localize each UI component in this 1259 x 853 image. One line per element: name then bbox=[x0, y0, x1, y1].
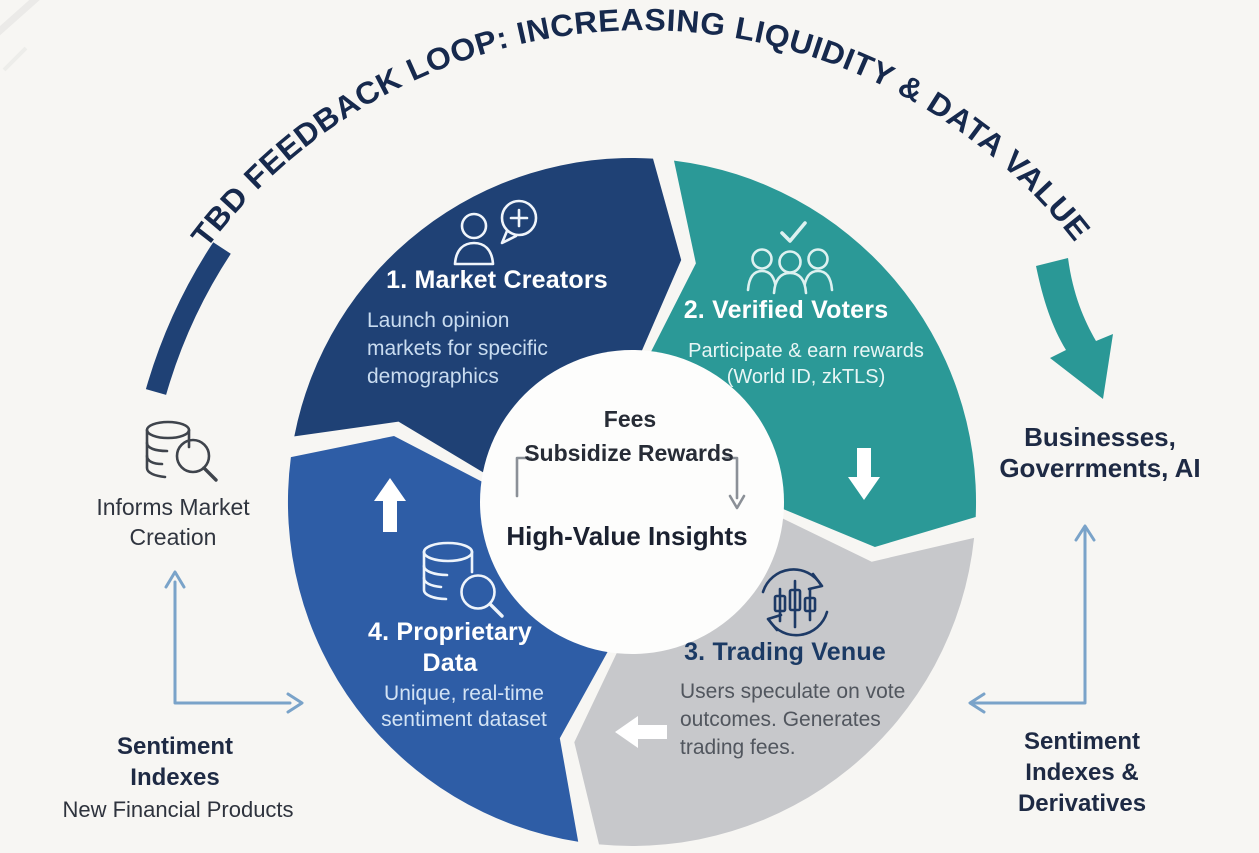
database-search-icon bbox=[422, 541, 504, 618]
segment-trading-venue bbox=[574, 517, 975, 846]
annotation-arrows bbox=[164, 524, 1096, 714]
desc-line: (World ID, zkTLS) bbox=[726, 366, 886, 388]
label-line: Informs Market bbox=[96, 494, 250, 520]
desc-line: markets for specific bbox=[367, 337, 548, 360]
bracket-down-arrowhead-icon bbox=[728, 494, 746, 510]
new-financial-products-label: New Financial Products bbox=[62, 797, 294, 822]
desc-line: Participate & earn rewards bbox=[688, 340, 924, 362]
loop-segments bbox=[287, 157, 977, 846]
title-line: Data bbox=[422, 649, 478, 677]
hub-insights-label: High-Value Insights bbox=[506, 521, 748, 551]
left-elbow-arrow bbox=[173, 580, 292, 705]
bracket-left bbox=[515, 456, 533, 498]
title-line: 4. Proprietary bbox=[368, 618, 532, 646]
sentiment-indexes-right-label: Sentiment Indexes & Derivatives bbox=[1018, 726, 1146, 819]
trading-venue-title: 3. Trading Venue bbox=[684, 638, 886, 666]
right-elbow-arrow bbox=[970, 526, 1087, 705]
person-add-speech-icon bbox=[453, 199, 538, 266]
market-creators-desc: Launch opinion markets for specific demo… bbox=[367, 307, 548, 391]
proprietary-data-desc: Unique, real-time sentiment dataset bbox=[381, 681, 547, 733]
people-group-check-icon bbox=[746, 221, 834, 295]
right-elbow-up-arrowhead-icon bbox=[1074, 524, 1096, 542]
segment-verified-voters bbox=[650, 160, 977, 547]
label-line: Businesses, bbox=[1024, 422, 1176, 452]
desc-line: outcomes. Generates bbox=[680, 708, 881, 731]
label-line: Indexes & bbox=[1025, 759, 1139, 786]
trading-venue-desc: Users speculate on vote outcomes. Genera… bbox=[680, 678, 905, 762]
bracket-right bbox=[721, 456, 739, 500]
desc-line: demographics bbox=[367, 365, 499, 388]
flow-arrows bbox=[374, 448, 880, 748]
label-line: Goverrments, AI bbox=[999, 453, 1201, 483]
up-arrow-icon bbox=[374, 478, 406, 532]
candlestick-cycle-icon bbox=[761, 568, 829, 637]
segment-market-creators bbox=[294, 157, 682, 474]
hub-subsidize-label: Subsidize Rewards bbox=[524, 440, 734, 466]
label-line: Derivatives bbox=[1017, 790, 1147, 817]
desc-line: trading fees. bbox=[680, 736, 796, 759]
label-line: Sentiment bbox=[116, 733, 234, 760]
verified-voters-title: 2. Verified Voters bbox=[683, 296, 889, 324]
label-line: Creation bbox=[129, 524, 217, 550]
desc-line: Users speculate on vote bbox=[680, 680, 906, 703]
down-arrow-icon bbox=[848, 448, 880, 500]
label-line: Indexes bbox=[130, 764, 220, 791]
hub-fees-label: Fees bbox=[603, 406, 657, 432]
hub-circle bbox=[480, 350, 784, 654]
informs-database-search-icon bbox=[145, 420, 218, 482]
right-elbow-left-arrowhead-icon bbox=[968, 692, 986, 714]
verified-voters-desc: Participate & earn rewards (World ID, zk… bbox=[688, 338, 924, 390]
title-arc-segment bbox=[145, 242, 231, 395]
desc-line: Launch opinion bbox=[367, 309, 510, 332]
label-line: Sentiment bbox=[1023, 728, 1140, 755]
market-creators-title: 1. Market Creators bbox=[386, 266, 608, 294]
left-elbow-right-arrowhead-icon bbox=[286, 692, 304, 714]
proprietary-data-title: 4. Proprietary Data bbox=[368, 617, 532, 679]
background-streaks bbox=[0, 0, 40, 72]
desc-line: sentiment dataset bbox=[381, 708, 547, 731]
segment-proprietary-data bbox=[287, 436, 609, 842]
left-arrow-icon bbox=[615, 716, 667, 748]
hub-flow-bracket bbox=[515, 456, 746, 510]
left-elbow-up-arrowhead-icon bbox=[164, 570, 186, 589]
desc-line: Unique, real-time bbox=[384, 682, 544, 705]
teal-flow-arrow-icon bbox=[1036, 258, 1113, 399]
sentiment-indexes-left-label: Sentiment Indexes bbox=[117, 731, 233, 793]
informs-market-label: Informs Market Creation bbox=[96, 492, 249, 552]
businesses-label: Businesses, Goverrments, AI bbox=[999, 422, 1200, 484]
